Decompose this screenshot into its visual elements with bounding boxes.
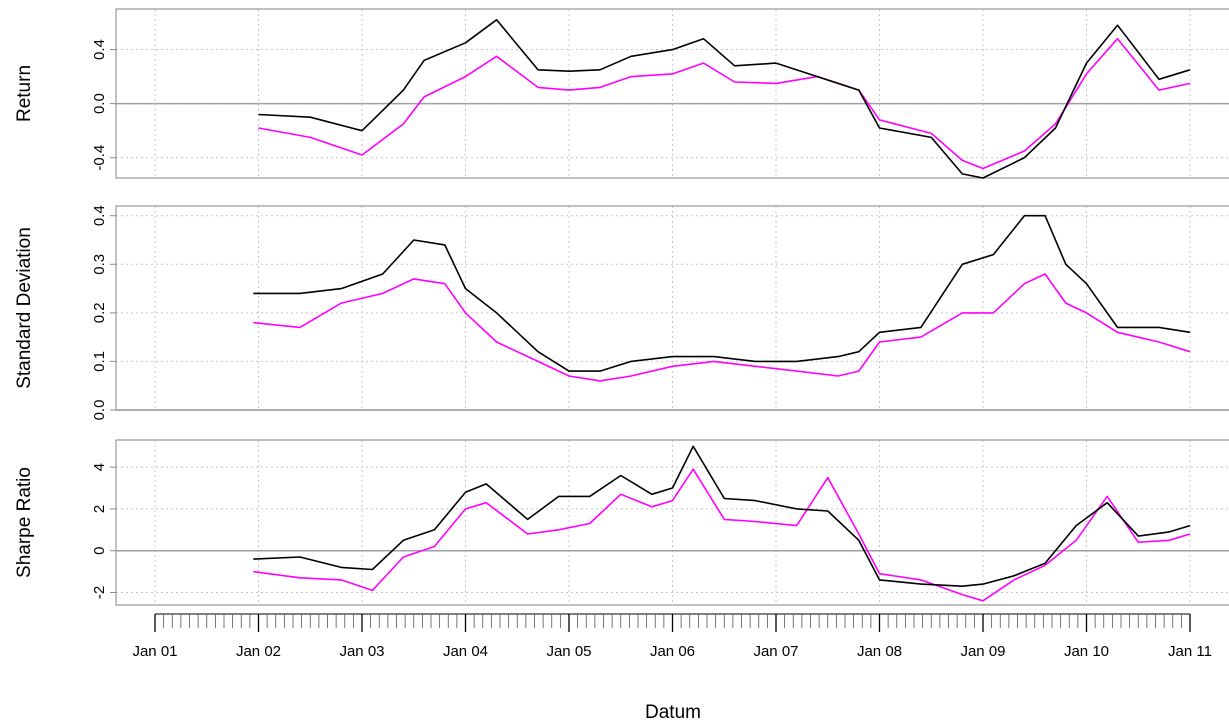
- panel-frame: [115, 205, 1229, 411]
- y-tick-label: 0.0: [91, 400, 108, 421]
- x-tick-label: Jan 09: [960, 643, 1005, 660]
- x-tick-label: Jan 08: [857, 643, 902, 660]
- y-tick-label: 0.4: [91, 205, 108, 226]
- y-axis-title: Sharpe Ratio: [14, 467, 35, 578]
- x-tick-label: Jan 02: [236, 643, 281, 660]
- y-tick-label: 4: [91, 463, 108, 471]
- x-tick-label: Jan 11: [1168, 643, 1212, 660]
- panel-2: 0.0 0.1 0.2 0.3 0.4 Standard Deviation: [14, 205, 1229, 420]
- x-tick-label: Jan 06: [650, 643, 695, 660]
- series-line-black: [258, 18, 1191, 179]
- x-tick-label: Jan 04: [443, 643, 488, 660]
- y-axis-title: Standard Deviation: [14, 227, 35, 389]
- x-tick-label: Jan 01: [132, 643, 177, 660]
- panel-frame: [115, 439, 1229, 606]
- y-tick-label: -2: [91, 586, 108, 599]
- x-axis-title: Datum: [645, 702, 701, 723]
- panel-frame: [115, 8, 1229, 179]
- y-tick-label: 0.2: [91, 302, 108, 323]
- series-line-magenta: [258, 37, 1191, 170]
- y-tick-label: 0.1: [91, 351, 108, 372]
- series-line-black: [253, 214, 1191, 372]
- panel-3: -2 0 2 4 Sharpe Ratio: [14, 439, 1229, 606]
- x-tick-label: Jan 10: [1064, 643, 1109, 660]
- y-tick-label: 0.4: [91, 39, 108, 60]
- y-tick-label: 0: [91, 547, 108, 555]
- panels-group: -0.4 0.0 0.4 Return 0.0 0.1 0.2 0.3 0.4 Standard …: [14, 8, 1229, 606]
- y-axis-title: Return: [14, 65, 35, 122]
- series-line-black: [253, 445, 1191, 588]
- series-line-magenta: [253, 468, 1191, 602]
- y-tick-label: 0.3: [91, 254, 108, 275]
- x-tick-label: Jan 05: [546, 643, 591, 660]
- y-tick-label: -0.4: [91, 145, 108, 171]
- x-tick-label: Jan 03: [339, 643, 384, 660]
- y-tick-label: 2: [91, 505, 108, 513]
- panel-1: -0.4 0.0 0.4 Return: [14, 8, 1229, 179]
- y-tick-label: 0.0: [91, 93, 108, 114]
- x-tick-label: Jan 07: [753, 643, 798, 660]
- series-line-magenta: [253, 273, 1191, 382]
- x-axis: Jan 01 Jan 02 Jan 03 Jan 04 Jan 05 Jan 06 Jan …: [132, 613, 1212, 660]
